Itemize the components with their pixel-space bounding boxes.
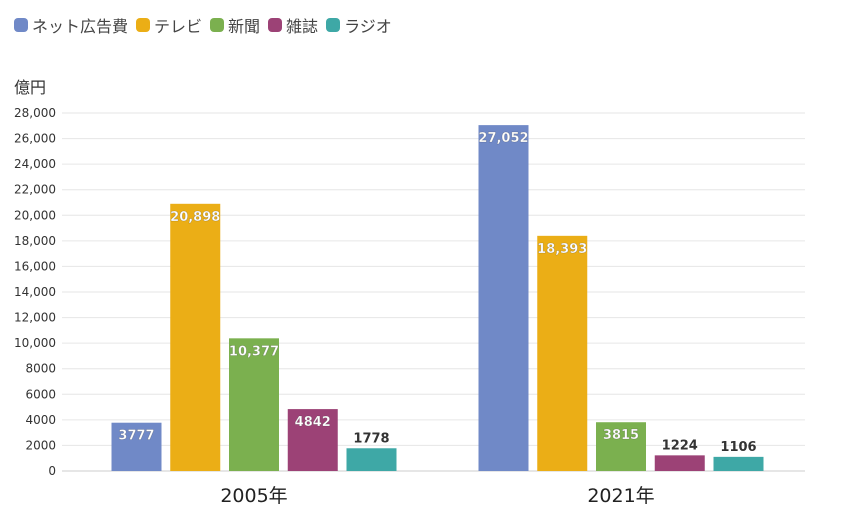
y-tick-label: 14,000 (14, 285, 56, 299)
y-tick-label: 20,000 (14, 208, 56, 222)
y-tick-label: 4000 (25, 413, 56, 427)
legend-item-radio[interactable]: ラジオ (326, 13, 392, 37)
y-tick-label: 22,000 (14, 183, 56, 197)
y-tick-label: 16,000 (14, 259, 56, 273)
legend-swatch (326, 18, 341, 32)
legend-label: 新聞 (228, 17, 261, 36)
data-label: 1106 (720, 440, 756, 455)
y-tick-label: 24,000 (14, 157, 56, 171)
legend-swatch (210, 18, 225, 32)
legend-item-net-ad[interactable]: ネット広告費 (14, 13, 128, 37)
bar (111, 422, 162, 471)
y-tick-label: 6000 (25, 387, 56, 401)
data-label: 20,898 (170, 210, 220, 225)
bar (537, 235, 588, 471)
legend-item-tv[interactable]: テレビ (136, 13, 202, 37)
bar (596, 422, 646, 471)
legend-item-newspaper[interactable]: 新聞 (210, 13, 260, 37)
y-tick-label: 28,000 (14, 106, 56, 120)
bar (713, 456, 764, 471)
data-label: 1778 (353, 431, 389, 446)
data-label: 3777 (118, 429, 154, 444)
y-tick-label: 8000 (25, 362, 56, 376)
bar (229, 338, 279, 471)
y-tick-label: 0 (48, 464, 56, 478)
data-label: 4842 (295, 415, 331, 430)
legend-label: ネット広告費 (32, 17, 129, 36)
bar (654, 455, 705, 471)
bar (170, 203, 221, 471)
bar (478, 125, 529, 472)
legend-swatch (136, 18, 151, 32)
data-label: 1224 (662, 438, 698, 453)
x-category-label: 2005年 (220, 485, 287, 507)
legend-swatch (14, 18, 28, 32)
data-label: 3815 (603, 428, 639, 443)
legend-label: 雑誌 (286, 17, 319, 36)
legend-item-magazine[interactable]: 雑誌 (268, 13, 318, 37)
y-tick-label: 10,000 (14, 336, 56, 350)
y-tick-label: 26,000 (14, 132, 56, 146)
data-label: 10,377 (229, 344, 279, 359)
bar (287, 409, 338, 471)
x-category-label: 2021年 (587, 485, 654, 507)
bar (346, 448, 397, 471)
legend-swatch (268, 18, 283, 32)
legend-label: テレビ (154, 17, 203, 36)
y-tick-label: 12,000 (14, 311, 56, 325)
legend-label: ラジオ (344, 17, 392, 36)
data-label: 27,052 (478, 131, 528, 146)
y-tick-label: 2000 (25, 438, 56, 452)
data-label: 18,393 (537, 242, 587, 257)
y-axis-unit-label: 億円 (14, 78, 47, 97)
chart-legend: ネット広告費 テレビ 新聞 雑誌 ラジオ (14, 13, 392, 37)
y-tick-label: 18,000 (14, 234, 56, 248)
